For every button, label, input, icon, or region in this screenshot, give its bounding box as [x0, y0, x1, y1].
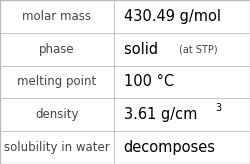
Text: (at STP): (at STP)	[179, 44, 218, 54]
Text: molar mass: molar mass	[22, 10, 92, 23]
Text: solid: solid	[124, 42, 167, 57]
Text: decomposes: decomposes	[124, 140, 216, 155]
Text: 100 °C: 100 °C	[124, 74, 174, 90]
Text: density: density	[35, 108, 78, 121]
Text: 3: 3	[215, 103, 221, 113]
Text: phase: phase	[39, 43, 75, 56]
Text: 3.61 g/cm: 3.61 g/cm	[124, 107, 197, 122]
Text: 430.49 g/mol: 430.49 g/mol	[124, 9, 221, 24]
Text: solubility in water: solubility in water	[4, 141, 110, 154]
Text: melting point: melting point	[17, 75, 96, 89]
